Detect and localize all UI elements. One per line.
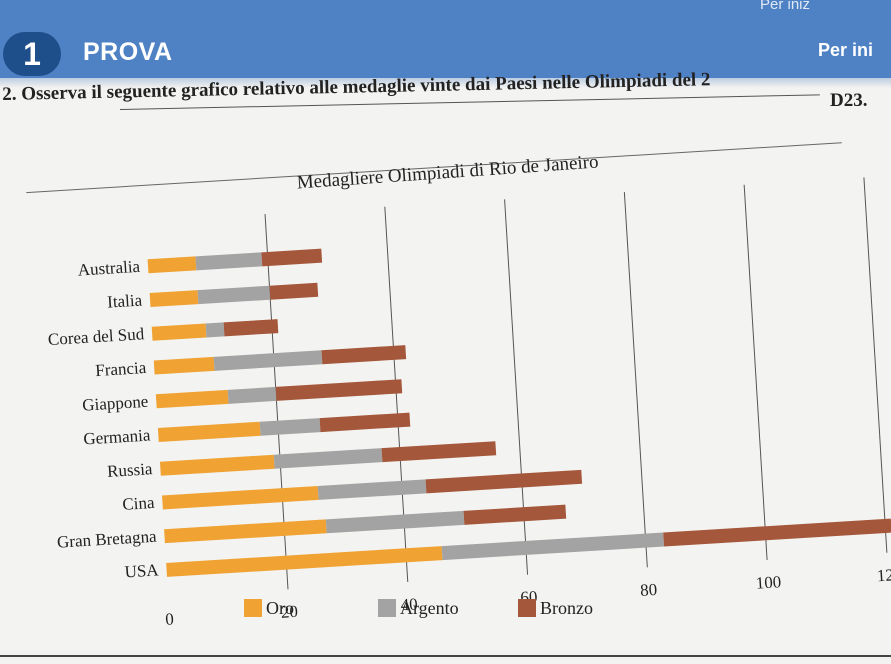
bar-bronzo [381, 441, 497, 463]
category-label: Francia [95, 358, 147, 380]
bar-bronzo [223, 319, 279, 337]
bar-argento [197, 285, 271, 305]
chart-frame [26, 142, 842, 194]
side-label: Per ini [818, 40, 874, 60]
legend-swatch-argento [378, 599, 396, 617]
category-label: Australia [77, 257, 141, 280]
bar-argento [273, 448, 383, 469]
bar-oro [166, 546, 443, 577]
x-tick-label: 20 [280, 602, 298, 622]
category-label: USA [124, 560, 160, 581]
chart-bars [147, 248, 891, 577]
category-label: Corea del Sud [47, 324, 145, 349]
legend-swatch-bronzo [518, 599, 536, 617]
bar-oro [149, 290, 199, 308]
side-label-top: Per iniz [760, 0, 811, 13]
category-label: Gran Bretagna [57, 527, 158, 552]
grid-line [743, 184, 768, 561]
bar-bronzo [425, 469, 583, 494]
x-tick-label: 80 [640, 580, 658, 600]
section-label: PROVA [83, 38, 173, 66]
bar-argento [259, 418, 321, 436]
bar-oro [162, 485, 319, 510]
bar-bronzo [319, 412, 411, 433]
category-label: Cina [122, 493, 156, 514]
bar-argento [213, 350, 323, 371]
legend-swatch-oro [244, 599, 262, 617]
legend-label: Argento [400, 598, 459, 618]
header-banner-fade [0, 58, 891, 88]
bar-oro [151, 323, 207, 341]
category-label: Giappone [82, 392, 149, 415]
category-labels: Australia Italia Corea del Sud Francia Giapp… [47, 257, 160, 582]
bar-argento [205, 322, 225, 338]
page-edge [0, 655, 891, 657]
legend-label: Oro [266, 598, 294, 618]
bar-argento [195, 252, 263, 271]
bar-bronzo [463, 504, 567, 525]
x-tick-label: 40 [400, 594, 418, 614]
category-label: Germania [83, 425, 152, 448]
bar-bronzo [261, 248, 323, 267]
bar-argento [441, 532, 665, 561]
bar-bronzo [663, 518, 891, 547]
bar-oro [155, 389, 229, 409]
grid-line [863, 177, 888, 553]
category-label: Russia [107, 459, 154, 481]
bar-bronzo [321, 345, 407, 365]
grid-line [623, 192, 648, 568]
legend-label: Bronzo [540, 598, 593, 618]
bar-argento [317, 479, 427, 500]
chart-legend: Oro Argento Bronzo [244, 598, 593, 618]
bar-oro [147, 256, 197, 274]
bar-oro [159, 454, 275, 476]
x-tick-label: 0 [165, 609, 175, 628]
section-number-badge: 1 [3, 32, 61, 76]
bar-oro [164, 519, 327, 544]
chart-frame-top [26, 142, 842, 194]
x-tick-label: 12( [876, 565, 891, 585]
bar-bronzo [269, 282, 319, 300]
bar-oro [157, 421, 261, 442]
bar-oro [153, 356, 215, 375]
question-code: D23. [830, 90, 868, 111]
chart-title: Medagliere Olimpiadi di Rio de Janeiro [296, 151, 599, 193]
bar-argento [325, 510, 465, 534]
category-label: Italia [107, 291, 143, 312]
bar-argento [227, 386, 277, 404]
x-tick-label: 100 [755, 572, 782, 593]
bar-bronzo [275, 379, 403, 401]
